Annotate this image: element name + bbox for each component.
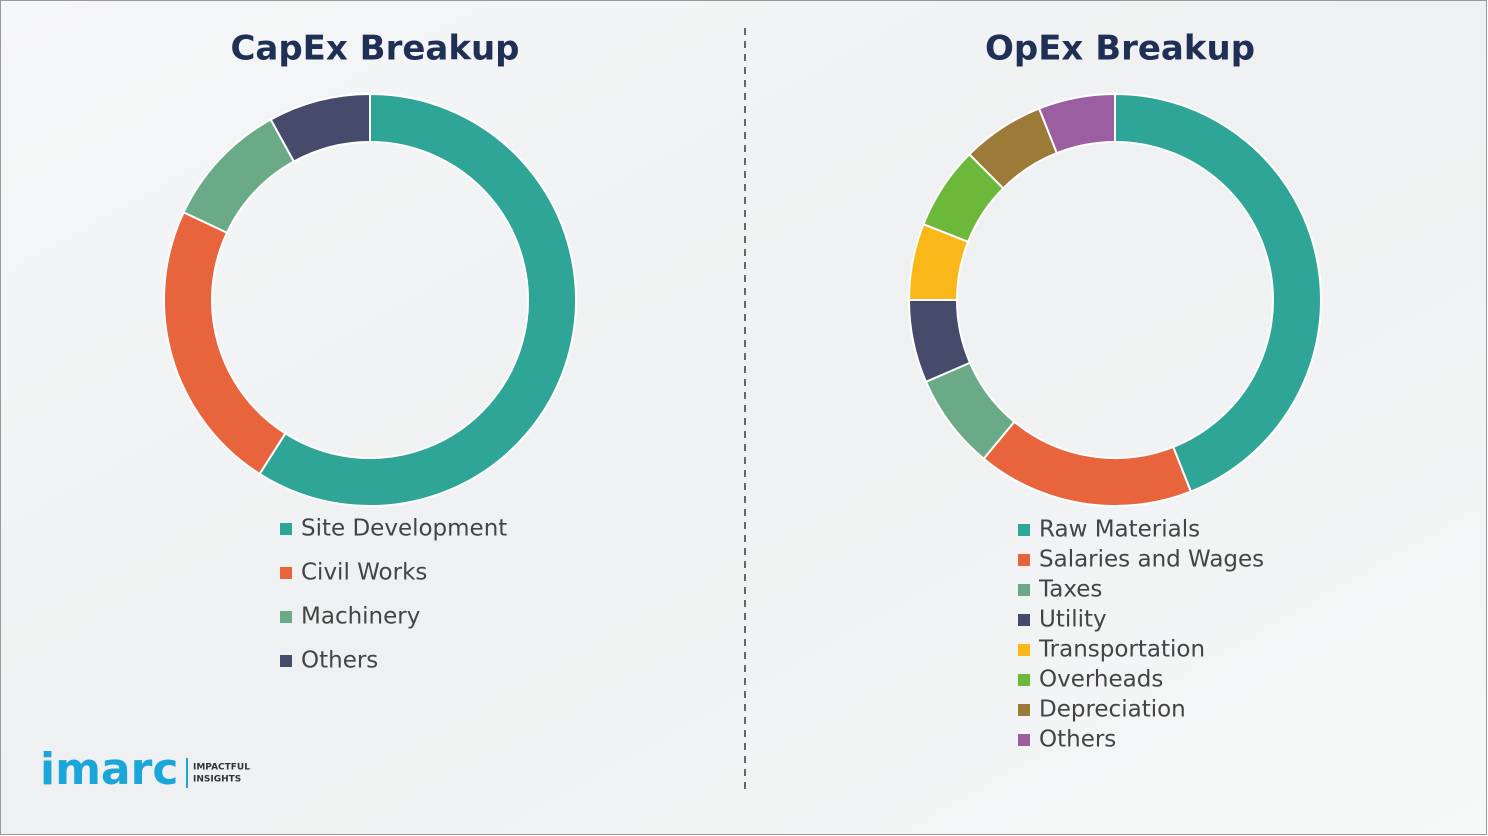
donut-segment (1114, 92, 1322, 493)
donut-segment (258, 92, 577, 507)
legend-swatch (280, 523, 292, 535)
logo-name: imarc (40, 744, 178, 795)
legend-label: Depreciation (1039, 697, 1186, 723)
legend-label: Taxes (1038, 577, 1102, 603)
donut-segment (269, 92, 371, 163)
legend-swatch (280, 655, 292, 667)
legend-label: Utility (1039, 607, 1107, 633)
legend-label: Transportation (1038, 637, 1205, 663)
legend-swatch (1018, 614, 1030, 626)
logo-tagline: INSIGHTS (193, 775, 241, 785)
legend-label: Overheads (1039, 667, 1163, 693)
logo-tagline: IMPACTFUL (193, 763, 250, 773)
legend-swatch (1018, 734, 1030, 746)
legend-label: Salaries and Wages (1039, 547, 1264, 573)
legend-label: Machinery (301, 604, 420, 630)
donut-segment (1037, 92, 1116, 155)
legend-label: Site Development (301, 516, 507, 542)
legend-label: Others (1039, 727, 1116, 753)
legend-swatch (1018, 704, 1030, 716)
legend-swatch (280, 567, 292, 579)
chart-title: CapEx Breakup (230, 29, 519, 69)
legend-swatch (1018, 584, 1030, 596)
legend-swatch (1018, 644, 1030, 656)
legend-label: Civil Works (301, 560, 427, 586)
legend-swatch (280, 611, 292, 623)
legend-swatch (1018, 554, 1030, 566)
logo: imarc IMPACTFUL INSIGHTS (40, 744, 250, 795)
chart-title: OpEx Breakup (985, 29, 1255, 69)
legend-label: Others (301, 648, 378, 674)
legend-swatch (1018, 674, 1030, 686)
legend-label: Raw Materials (1039, 517, 1200, 543)
legend-swatch (1018, 524, 1030, 536)
